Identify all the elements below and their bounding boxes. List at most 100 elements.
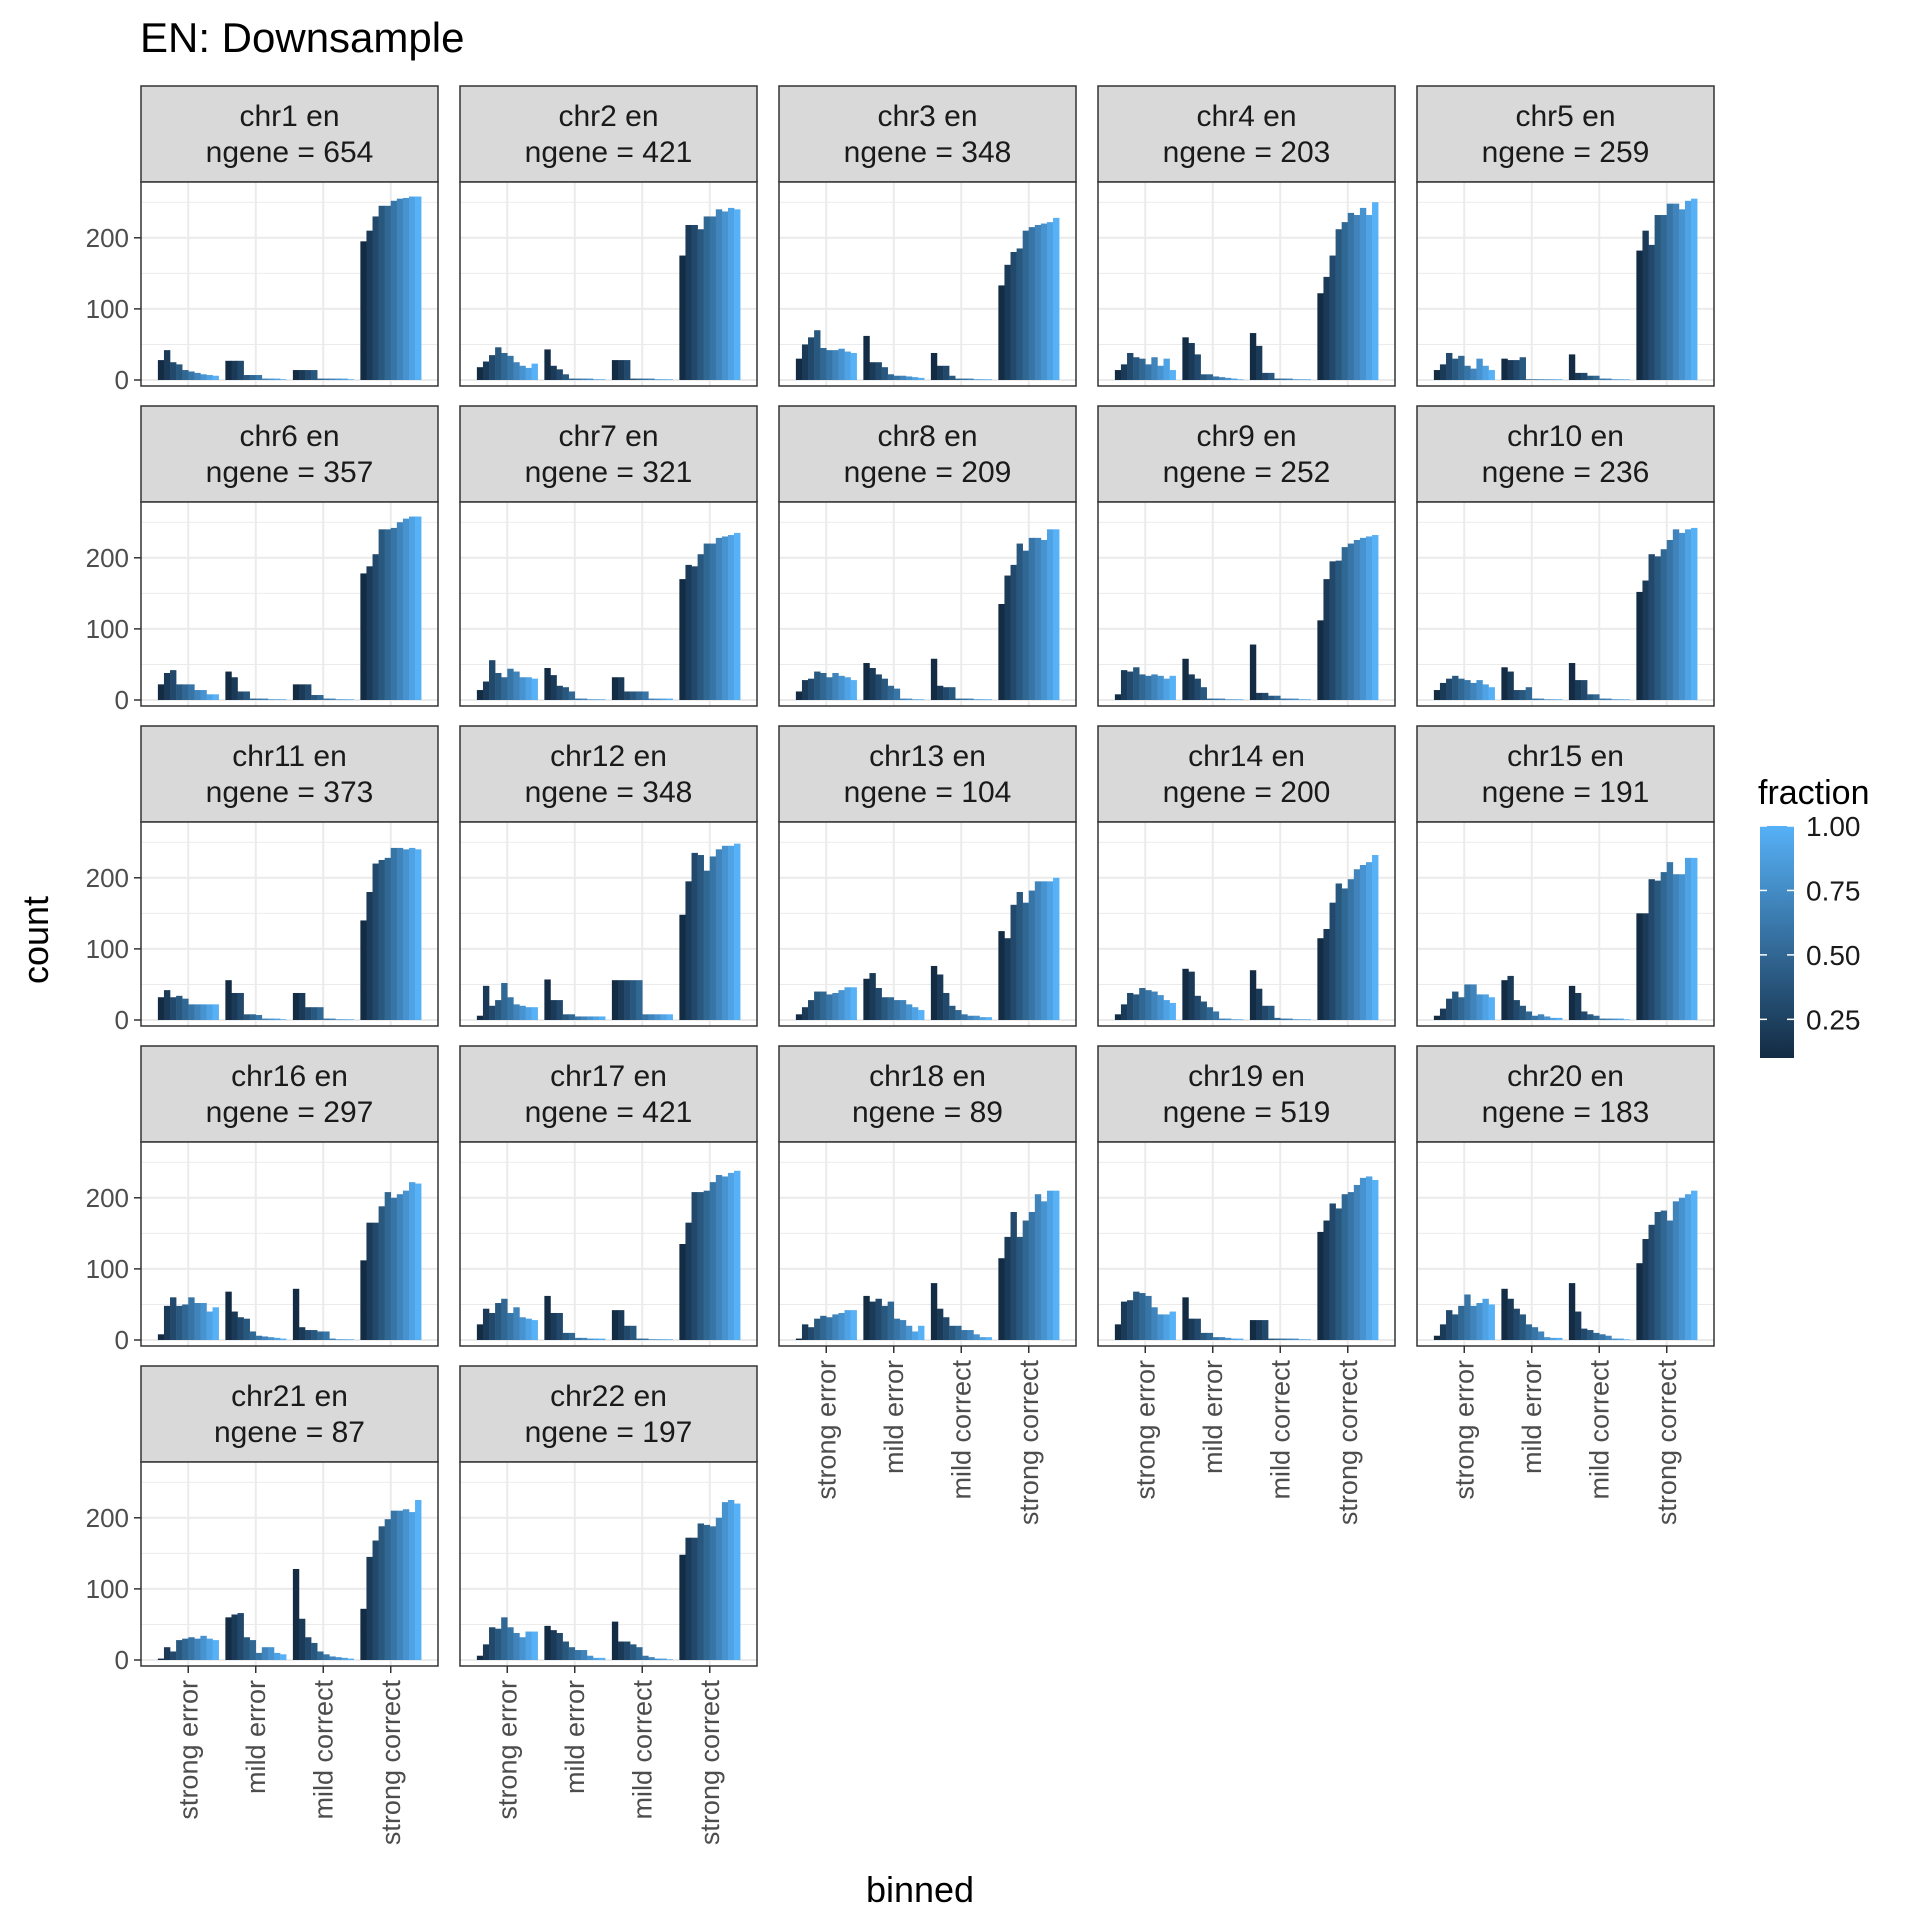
bar [1034,1194,1042,1340]
bar [1648,1224,1655,1340]
bar [1249,333,1257,380]
bar [378,1526,385,1660]
facet-strip-ngene: ngene = 357 [206,456,374,489]
bar [911,699,919,700]
bar [1157,675,1164,700]
bar [893,1318,901,1340]
bar [636,1647,643,1660]
bar [1605,1335,1612,1340]
bar [255,375,263,380]
bar [1230,1019,1238,1020]
bar [943,992,950,1020]
facet-strip-ngene: ngene = 236 [1482,456,1650,489]
bar [691,852,698,1020]
bar [1120,1301,1128,1340]
bar [1200,1001,1207,1020]
panel-border [459,821,758,1027]
bar [556,685,563,700]
facet-strip [1097,725,1396,823]
facet-strip-label: chr16 en [231,1060,348,1093]
bar [1684,1194,1692,1340]
bar [887,685,895,700]
bar [985,699,992,700]
bar [611,677,619,700]
bar [826,994,833,1020]
bar [311,1007,318,1020]
bar [1034,881,1042,1020]
bar [703,216,711,380]
bar [1286,1338,1293,1340]
bar [323,698,330,700]
bar [1549,1337,1557,1340]
bar [715,849,723,1020]
bar [170,362,177,380]
bar [801,1324,809,1340]
bar [586,1016,594,1020]
bar [850,352,857,380]
bar [850,680,857,700]
bar [1537,379,1545,380]
bar [1513,690,1520,700]
bar [188,1297,195,1340]
bar [1182,658,1189,700]
bar [1660,215,1668,380]
bar [495,1000,502,1020]
bar [955,1010,962,1020]
bar [249,375,257,380]
bar [157,684,165,700]
legend: fraction 0.25 0.50 0.75 1.00 [1758,774,1870,1058]
bar [1439,1324,1447,1340]
bar [188,684,195,700]
bar [679,1244,686,1340]
bar [721,211,729,380]
bar [1666,203,1674,380]
bar [501,1617,508,1660]
bar [1593,1015,1600,1020]
bar [1519,1314,1526,1340]
bar [311,370,318,380]
facet-strip-ngene: ngene = 252 [1163,456,1331,489]
bar [1169,675,1176,700]
bar [273,1652,281,1660]
bar [188,1004,195,1020]
bar [519,677,526,700]
bar [544,1625,551,1660]
bar [1280,378,1287,380]
y-tick-label: 100 [86,1254,129,1284]
bar [1513,1308,1520,1340]
facet-strip [1416,1045,1715,1143]
bar [881,1305,888,1340]
bar [869,362,876,380]
bar [985,379,992,380]
bar [390,527,398,700]
bar [709,543,717,700]
bar [709,1182,717,1340]
bar [482,1308,490,1340]
bar [592,379,600,380]
bar [624,1325,631,1340]
bar [734,843,741,1020]
y-tick-label: 0 [115,1005,129,1035]
bar [1599,1018,1606,1020]
bar [1016,1236,1023,1340]
bar [826,677,833,700]
y-tick-label: 200 [86,223,129,253]
bar [1452,358,1459,380]
panel-border [778,181,1077,387]
bar [685,1222,692,1340]
bar [372,1540,379,1660]
bar [261,1336,269,1340]
bar [709,1526,717,1660]
facet-strip-label: chr2 en [558,100,658,133]
facet-strip [459,1045,758,1143]
bar [476,1324,484,1340]
bar [323,1331,330,1340]
bar [1298,1019,1305,1020]
facet-strip [1416,405,1715,503]
bar [1274,695,1281,700]
facet-strip-label: chr5 en [1515,100,1615,133]
bar [249,698,257,700]
panel-border [778,821,1077,1027]
